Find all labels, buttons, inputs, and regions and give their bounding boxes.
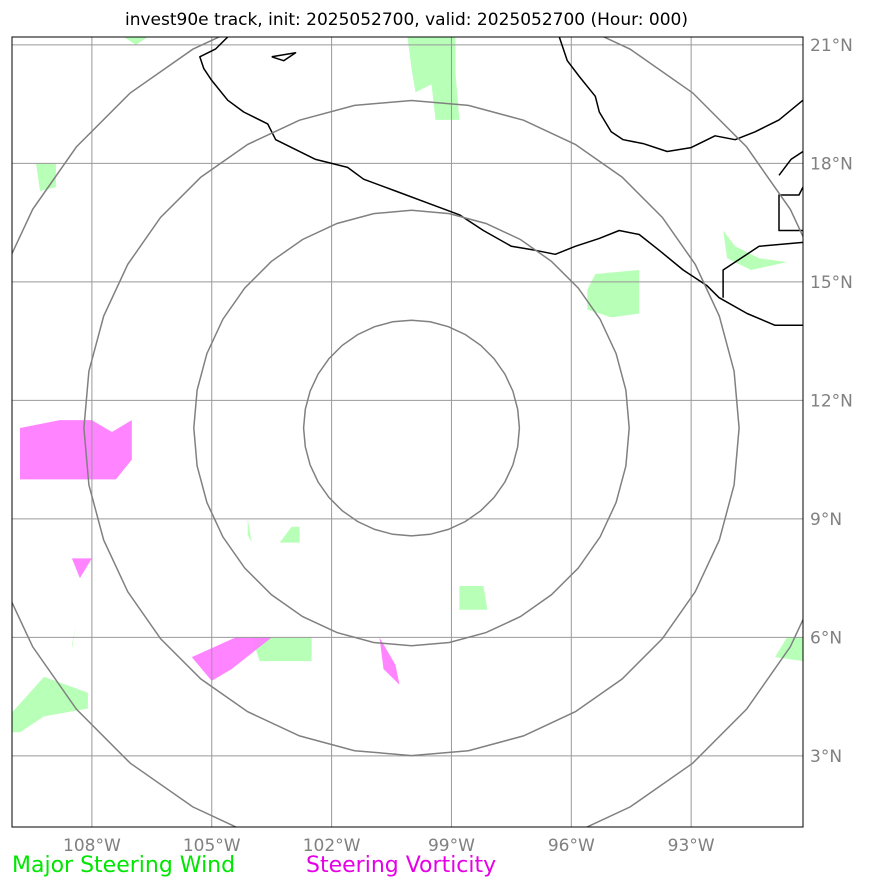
longitude-tick-label: 96°W [548, 836, 595, 856]
latitude-tick-label: 6°N [810, 628, 842, 648]
range-ring [302, 319, 521, 537]
coastline-segment [778, 186, 803, 232]
longitude-tick-label: 99°W [428, 836, 475, 856]
range-rings [12, 37, 803, 827]
longitude-tick-label: 108°W [63, 836, 121, 856]
steering-wind-region [251, 637, 312, 662]
map-title: invest90e track, init: 2025052700, valid… [125, 10, 688, 30]
coastline [199, 37, 803, 327]
legend-major-steering-wind: Major Steering Wind [12, 853, 236, 878]
steering-vorticity-region [71, 558, 92, 579]
longitude-tick-label: 93°W [668, 836, 715, 856]
coastline-segment [722, 241, 803, 298]
steering-wind-region [247, 518, 252, 543]
longitude-tick-label: 102°W [303, 836, 361, 856]
legend-steering-vorticity: Steering Vorticity [306, 853, 497, 878]
steering-wind-region [407, 37, 460, 120]
latitude-tick-label: 12°N [810, 391, 853, 411]
steering-wind-region [459, 586, 488, 610]
longitude-tick-label: 105°W [183, 836, 241, 856]
latitude-tick-labels: 21°N 18°N 15°N 12°N 9°N 6°N 3°N [810, 36, 853, 767]
latitude-tick-label: 18°N [810, 154, 853, 174]
steering-wind-region [71, 625, 76, 650]
steering-vorticity-region [379, 637, 400, 685]
steering-wind-region [12, 676, 88, 733]
longitude-tick-labels: 108°W 105°W 102°W 99°W 96°W 93°W [63, 836, 715, 856]
steering-fields [12, 37, 803, 733]
latitude-tick-label: 15°N [810, 273, 853, 293]
coastline-segment [271, 52, 297, 62]
range-ring [193, 209, 630, 647]
latitude-tick-label: 9°N [810, 510, 842, 530]
coastline-segment [199, 37, 803, 327]
range-ring [83, 99, 740, 757]
steering-wind-region [123, 37, 148, 45]
coastline-segment [558, 37, 803, 153]
latitude-tick-label: 21°N [810, 36, 853, 56]
latitude-tick-label: 3°N [810, 747, 842, 767]
range-ring [12, 37, 803, 827]
steering-vorticity-region [20, 420, 132, 480]
steering-wind-region [36, 163, 56, 191]
map-frame [11, 36, 804, 828]
steering-wind-region [279, 526, 300, 543]
coastline-segment [778, 150, 803, 176]
steering-wind-region [587, 270, 640, 318]
